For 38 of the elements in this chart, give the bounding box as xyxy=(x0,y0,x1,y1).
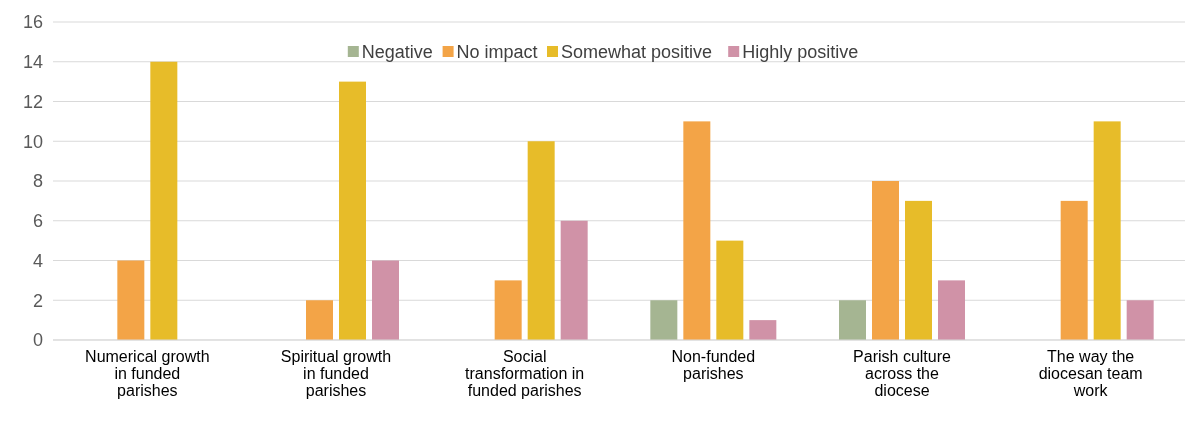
legend-label: Highly positive xyxy=(742,42,859,63)
legend-label: Somewhat positive xyxy=(561,42,713,63)
x-tick-label: The way the diocesan team work xyxy=(1038,348,1143,399)
bar xyxy=(683,121,711,340)
bar xyxy=(1126,300,1154,340)
bar xyxy=(1060,200,1088,340)
bar xyxy=(372,260,399,340)
legend-label: No impact xyxy=(456,42,538,63)
x-tick-label: Numerical growth in funded parishes xyxy=(85,348,210,399)
bar xyxy=(339,81,366,340)
bar xyxy=(150,61,178,340)
bar xyxy=(1093,121,1121,340)
y-tick-label: 12 xyxy=(22,91,43,112)
y-tick-label: 10 xyxy=(22,131,43,152)
y-tick-label: 14 xyxy=(22,52,43,73)
bar xyxy=(306,300,333,340)
bar xyxy=(650,300,678,340)
bar xyxy=(839,300,866,340)
x-tick-label: Parish culture across the diocese xyxy=(853,348,952,399)
y-tick-label: 2 xyxy=(32,290,43,311)
bar xyxy=(905,200,932,340)
bar xyxy=(527,141,555,340)
y-tick-label: 4 xyxy=(32,250,43,271)
y-tick-label: 16 xyxy=(22,12,43,33)
bar xyxy=(872,181,899,340)
bar xyxy=(716,240,744,340)
y-tick-label: 8 xyxy=(32,171,43,192)
x-tick-label: Non-funded parishes xyxy=(671,348,756,382)
bar xyxy=(560,220,588,340)
bar xyxy=(749,320,777,340)
bar xyxy=(494,280,522,340)
bar xyxy=(938,280,965,340)
bar xyxy=(117,260,145,340)
legend-label: Negative xyxy=(361,42,433,63)
x-tick-label: Social transformation in funded parishes xyxy=(465,348,585,399)
x-tick-label: Spiritual growth in funded parishes xyxy=(280,348,392,399)
y-tick-label: 6 xyxy=(32,211,43,232)
y-tick-label: 0 xyxy=(32,330,43,351)
